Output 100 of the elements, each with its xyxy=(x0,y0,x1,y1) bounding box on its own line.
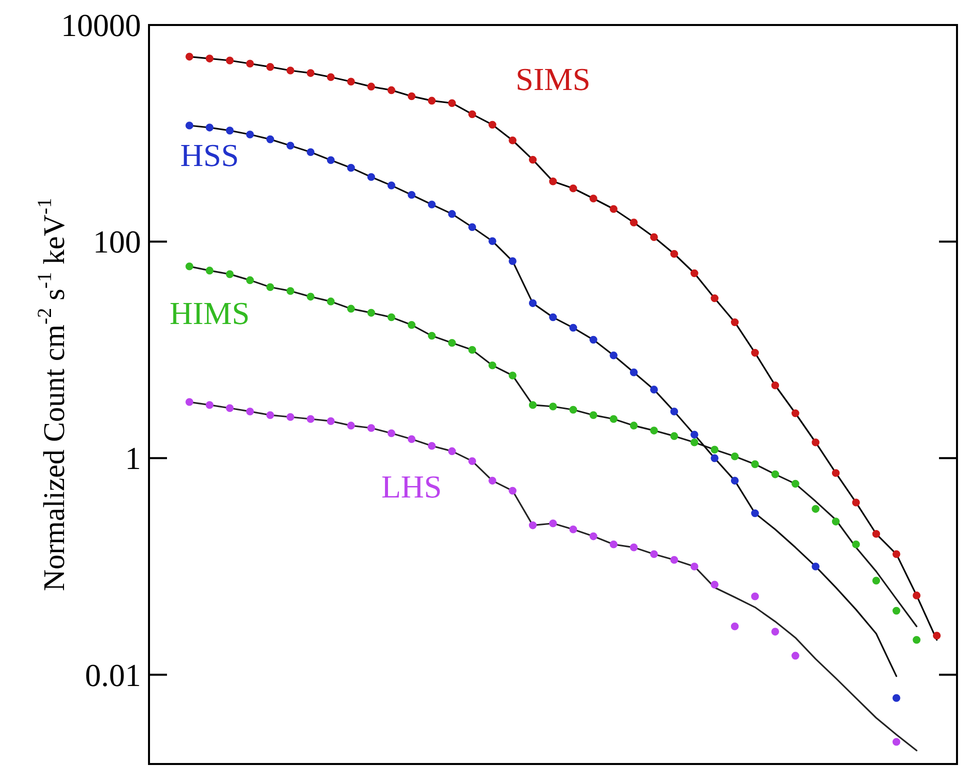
point xyxy=(388,313,396,322)
y-tick-label: 0.01 xyxy=(85,656,141,693)
point xyxy=(771,470,780,478)
point xyxy=(428,96,436,105)
point xyxy=(448,447,456,456)
point xyxy=(508,486,516,495)
point xyxy=(932,632,941,640)
series-label: HIMS xyxy=(170,294,250,331)
point xyxy=(266,283,274,291)
point xyxy=(186,398,194,406)
point xyxy=(730,622,739,630)
y-tick-label: 10000 xyxy=(61,7,141,43)
point xyxy=(569,184,578,192)
point xyxy=(448,210,456,218)
point xyxy=(650,233,658,242)
point xyxy=(730,452,739,460)
point xyxy=(549,402,557,410)
point xyxy=(690,430,698,439)
point xyxy=(508,372,516,380)
point xyxy=(246,276,254,284)
point xyxy=(690,438,698,446)
point xyxy=(468,110,476,118)
point xyxy=(306,415,314,423)
point xyxy=(306,292,314,301)
point xyxy=(590,336,598,344)
point xyxy=(670,250,678,258)
point xyxy=(326,417,335,425)
point xyxy=(488,120,496,129)
y-tick-label: 1 xyxy=(125,440,141,476)
point xyxy=(488,237,496,246)
point xyxy=(246,60,254,68)
point xyxy=(347,164,355,172)
point xyxy=(408,321,416,329)
point xyxy=(428,442,436,450)
point xyxy=(528,401,537,409)
point xyxy=(408,435,416,444)
point xyxy=(610,415,618,423)
point xyxy=(468,346,476,354)
point xyxy=(266,135,274,144)
point xyxy=(892,738,900,746)
point xyxy=(912,592,920,600)
point xyxy=(367,173,376,181)
point xyxy=(388,429,396,438)
point xyxy=(630,544,638,552)
point xyxy=(549,177,557,186)
point xyxy=(892,550,900,558)
point xyxy=(468,457,476,465)
point xyxy=(528,521,537,530)
series-label: LHS xyxy=(381,468,442,505)
point xyxy=(569,324,578,332)
point xyxy=(771,382,780,390)
y-tick-label: 100 xyxy=(93,224,141,260)
point xyxy=(488,361,496,370)
point xyxy=(306,148,314,156)
point xyxy=(367,82,376,90)
point xyxy=(569,525,578,534)
point xyxy=(367,308,376,317)
point xyxy=(610,351,618,360)
point xyxy=(630,368,638,376)
point xyxy=(812,562,820,570)
point xyxy=(508,136,516,144)
point xyxy=(710,580,718,589)
point xyxy=(730,476,739,485)
point xyxy=(792,652,800,660)
point xyxy=(528,299,537,308)
point xyxy=(226,404,234,412)
point xyxy=(710,446,718,454)
point xyxy=(792,480,800,488)
point xyxy=(246,408,254,416)
point xyxy=(266,411,274,419)
point xyxy=(326,298,335,306)
point xyxy=(488,476,496,485)
point xyxy=(892,694,900,702)
point xyxy=(266,63,274,71)
point xyxy=(590,194,598,202)
point xyxy=(771,628,780,636)
point xyxy=(226,270,234,278)
point xyxy=(670,556,678,564)
point xyxy=(832,518,840,526)
point xyxy=(226,56,234,64)
point xyxy=(549,519,557,528)
point xyxy=(367,424,376,432)
point xyxy=(892,606,900,615)
point xyxy=(206,266,214,274)
series-label: SIMS xyxy=(516,60,590,97)
point xyxy=(286,66,294,74)
point xyxy=(326,73,335,82)
point xyxy=(751,509,759,518)
point xyxy=(872,530,880,538)
point xyxy=(347,422,355,430)
point xyxy=(610,205,618,213)
point xyxy=(408,190,416,199)
point xyxy=(508,257,516,266)
point xyxy=(286,142,294,150)
point xyxy=(670,408,678,416)
point xyxy=(428,200,436,208)
point xyxy=(448,99,456,108)
point xyxy=(872,576,880,585)
point xyxy=(690,269,698,278)
point xyxy=(388,182,396,190)
